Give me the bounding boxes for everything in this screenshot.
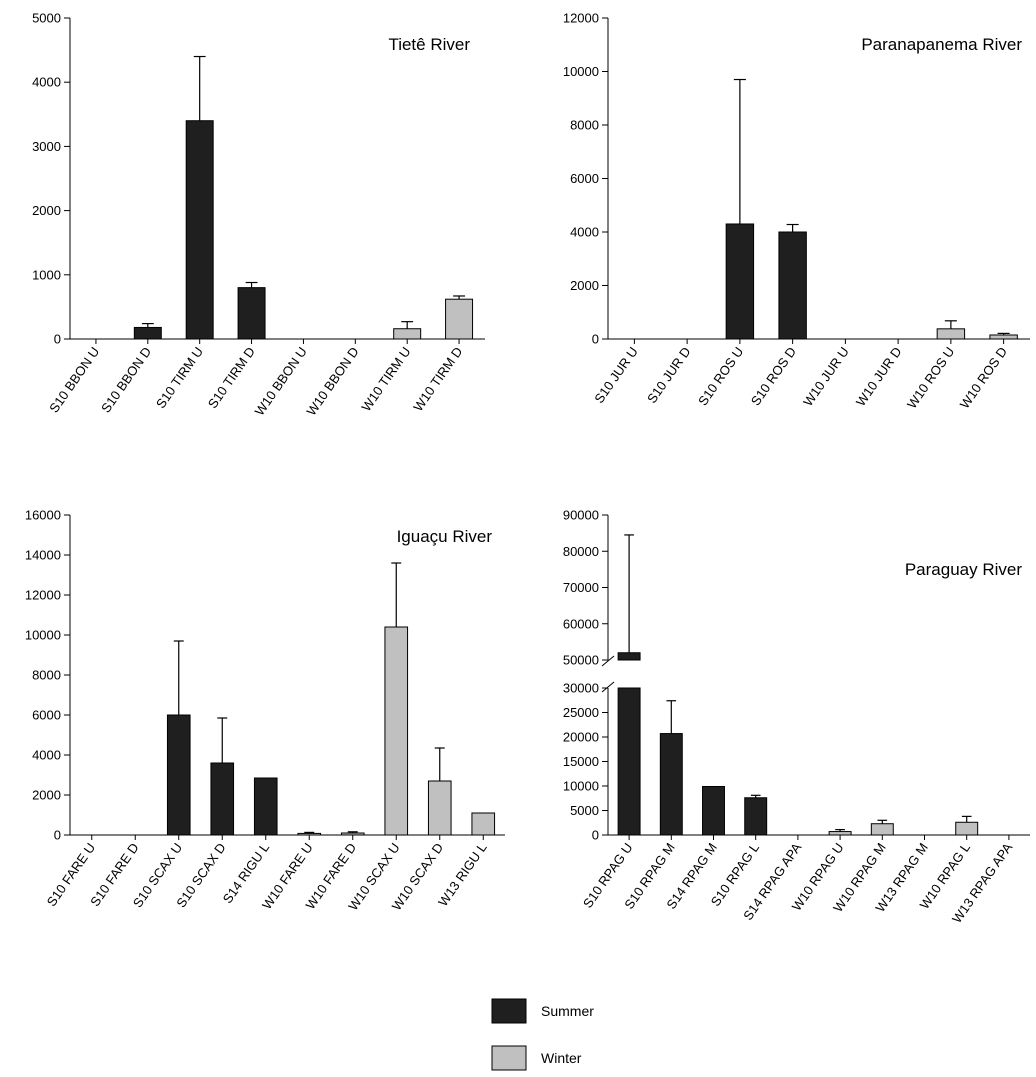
x-tick-label: W10 ROS U — [904, 344, 957, 411]
bar — [384, 626, 409, 836]
bar — [702, 785, 725, 836]
y-tick-label: 2000 — [32, 788, 61, 803]
y-tick-label: 4000 — [32, 75, 61, 90]
axis-break-mark-upper — [601, 655, 615, 667]
x-tick-label: S10 JUR U — [591, 344, 641, 406]
y-tick-label: 10000 — [563, 779, 599, 794]
bar — [166, 714, 191, 836]
bar-upper-segment — [617, 652, 641, 661]
y-tick-label: 60000 — [563, 616, 599, 631]
bar — [133, 326, 162, 340]
y-tick-label: 12000 — [25, 588, 61, 603]
y-tick-label: 15000 — [563, 754, 599, 769]
y-tick-label: 25000 — [563, 705, 599, 720]
bar — [253, 777, 278, 836]
y-tick-label: 30000 — [563, 681, 599, 696]
bar — [936, 328, 966, 340]
y-tick-label: 4000 — [570, 225, 599, 240]
y-tick-label: 0 — [54, 828, 61, 843]
y-tick-label: 14000 — [25, 548, 61, 563]
bar — [445, 298, 474, 340]
x-tick-label: S10 BBON D — [98, 344, 154, 415]
bar — [870, 823, 894, 836]
chart-panel-4: 0 5000 10000 15000 20000 25000 30000 50000 60000… — [563, 508, 1030, 926]
y-tick-label: 2000 — [570, 278, 599, 293]
y-tick-label: 0 — [592, 332, 599, 347]
chart-title: Tietê River — [388, 35, 470, 54]
y-tick-label: 8000 — [32, 668, 61, 683]
axis-break-mark-lower — [601, 681, 615, 693]
y-tick-label: 0 — [54, 332, 61, 347]
y-tick-label: 16000 — [25, 508, 61, 523]
bar — [340, 832, 365, 836]
y-tick-label: 80000 — [563, 544, 599, 559]
x-tick-label: S10 ROS U — [695, 344, 746, 408]
y-tick-label: 8000 — [570, 118, 599, 133]
legend-label-winter: Winter — [541, 1050, 582, 1066]
y-tick-label: 12000 — [563, 11, 599, 26]
y-tick-label: 1000 — [32, 267, 61, 282]
bar — [471, 812, 496, 836]
y-tick-label: 5000 — [570, 803, 599, 818]
bar — [659, 733, 683, 836]
chart-title: Paraguay River — [905, 560, 1023, 579]
bar — [828, 831, 852, 836]
x-tick-label: W10 ROS D — [957, 344, 1010, 411]
chart-title: Paranapanema River — [861, 35, 1022, 54]
bar — [725, 223, 755, 340]
bar — [617, 687, 641, 836]
bar — [393, 328, 422, 340]
bar — [237, 287, 266, 340]
y-tick-label: 6000 — [32, 708, 61, 723]
chart-panel-3: 0200040006000800010000120001400016000S10… — [25, 508, 505, 913]
x-tick-label: W10 BBON D — [303, 344, 361, 418]
y-tick-label: 5000 — [32, 11, 61, 26]
y-tick-label: 50000 — [563, 653, 599, 668]
y-tick-label: 4000 — [32, 748, 61, 763]
x-tick-label: W10 JUR D — [853, 344, 905, 409]
y-tick-label: 3000 — [32, 139, 61, 154]
legend: Summer Winter — [491, 998, 594, 1071]
y-tick-label: 6000 — [570, 171, 599, 186]
x-tick-label: W10 JUR U — [800, 344, 852, 409]
x-tick-label: S10 TIRM D — [205, 344, 258, 411]
bar — [955, 821, 979, 836]
bar — [744, 797, 768, 836]
y-tick-label: 10000 — [25, 628, 61, 643]
y-tick-label: 10000 — [563, 64, 599, 79]
x-tick-label: W10 TIRM U — [358, 344, 413, 414]
x-tick-label: S10 BBON U — [46, 344, 102, 415]
x-tick-label: S10 ROS D — [748, 344, 799, 408]
y-tick-label: 0 — [592, 828, 599, 843]
legend-swatch-summer — [491, 998, 527, 1024]
y-tick-label: 70000 — [563, 580, 599, 595]
y-tick-label: 2000 — [32, 203, 61, 218]
x-tick-label: W10 BBON U — [252, 344, 310, 418]
y-tick-label: 20000 — [563, 730, 599, 745]
legend-swatch-winter — [491, 1045, 527, 1071]
bar — [427, 780, 452, 836]
bar — [778, 231, 807, 340]
chart-title: Iguaçu River — [397, 527, 493, 546]
legend-label-summer: Summer — [541, 1003, 594, 1019]
bar — [210, 762, 235, 836]
x-tick-label: W10 TIRM D — [410, 344, 465, 414]
x-tick-label: S10 JUR D — [644, 344, 694, 406]
bar — [297, 832, 322, 836]
bar — [185, 120, 214, 340]
x-tick-label: S10 TIRM U — [153, 344, 206, 411]
bar — [989, 334, 1018, 340]
y-tick-label: 90000 — [563, 508, 599, 523]
